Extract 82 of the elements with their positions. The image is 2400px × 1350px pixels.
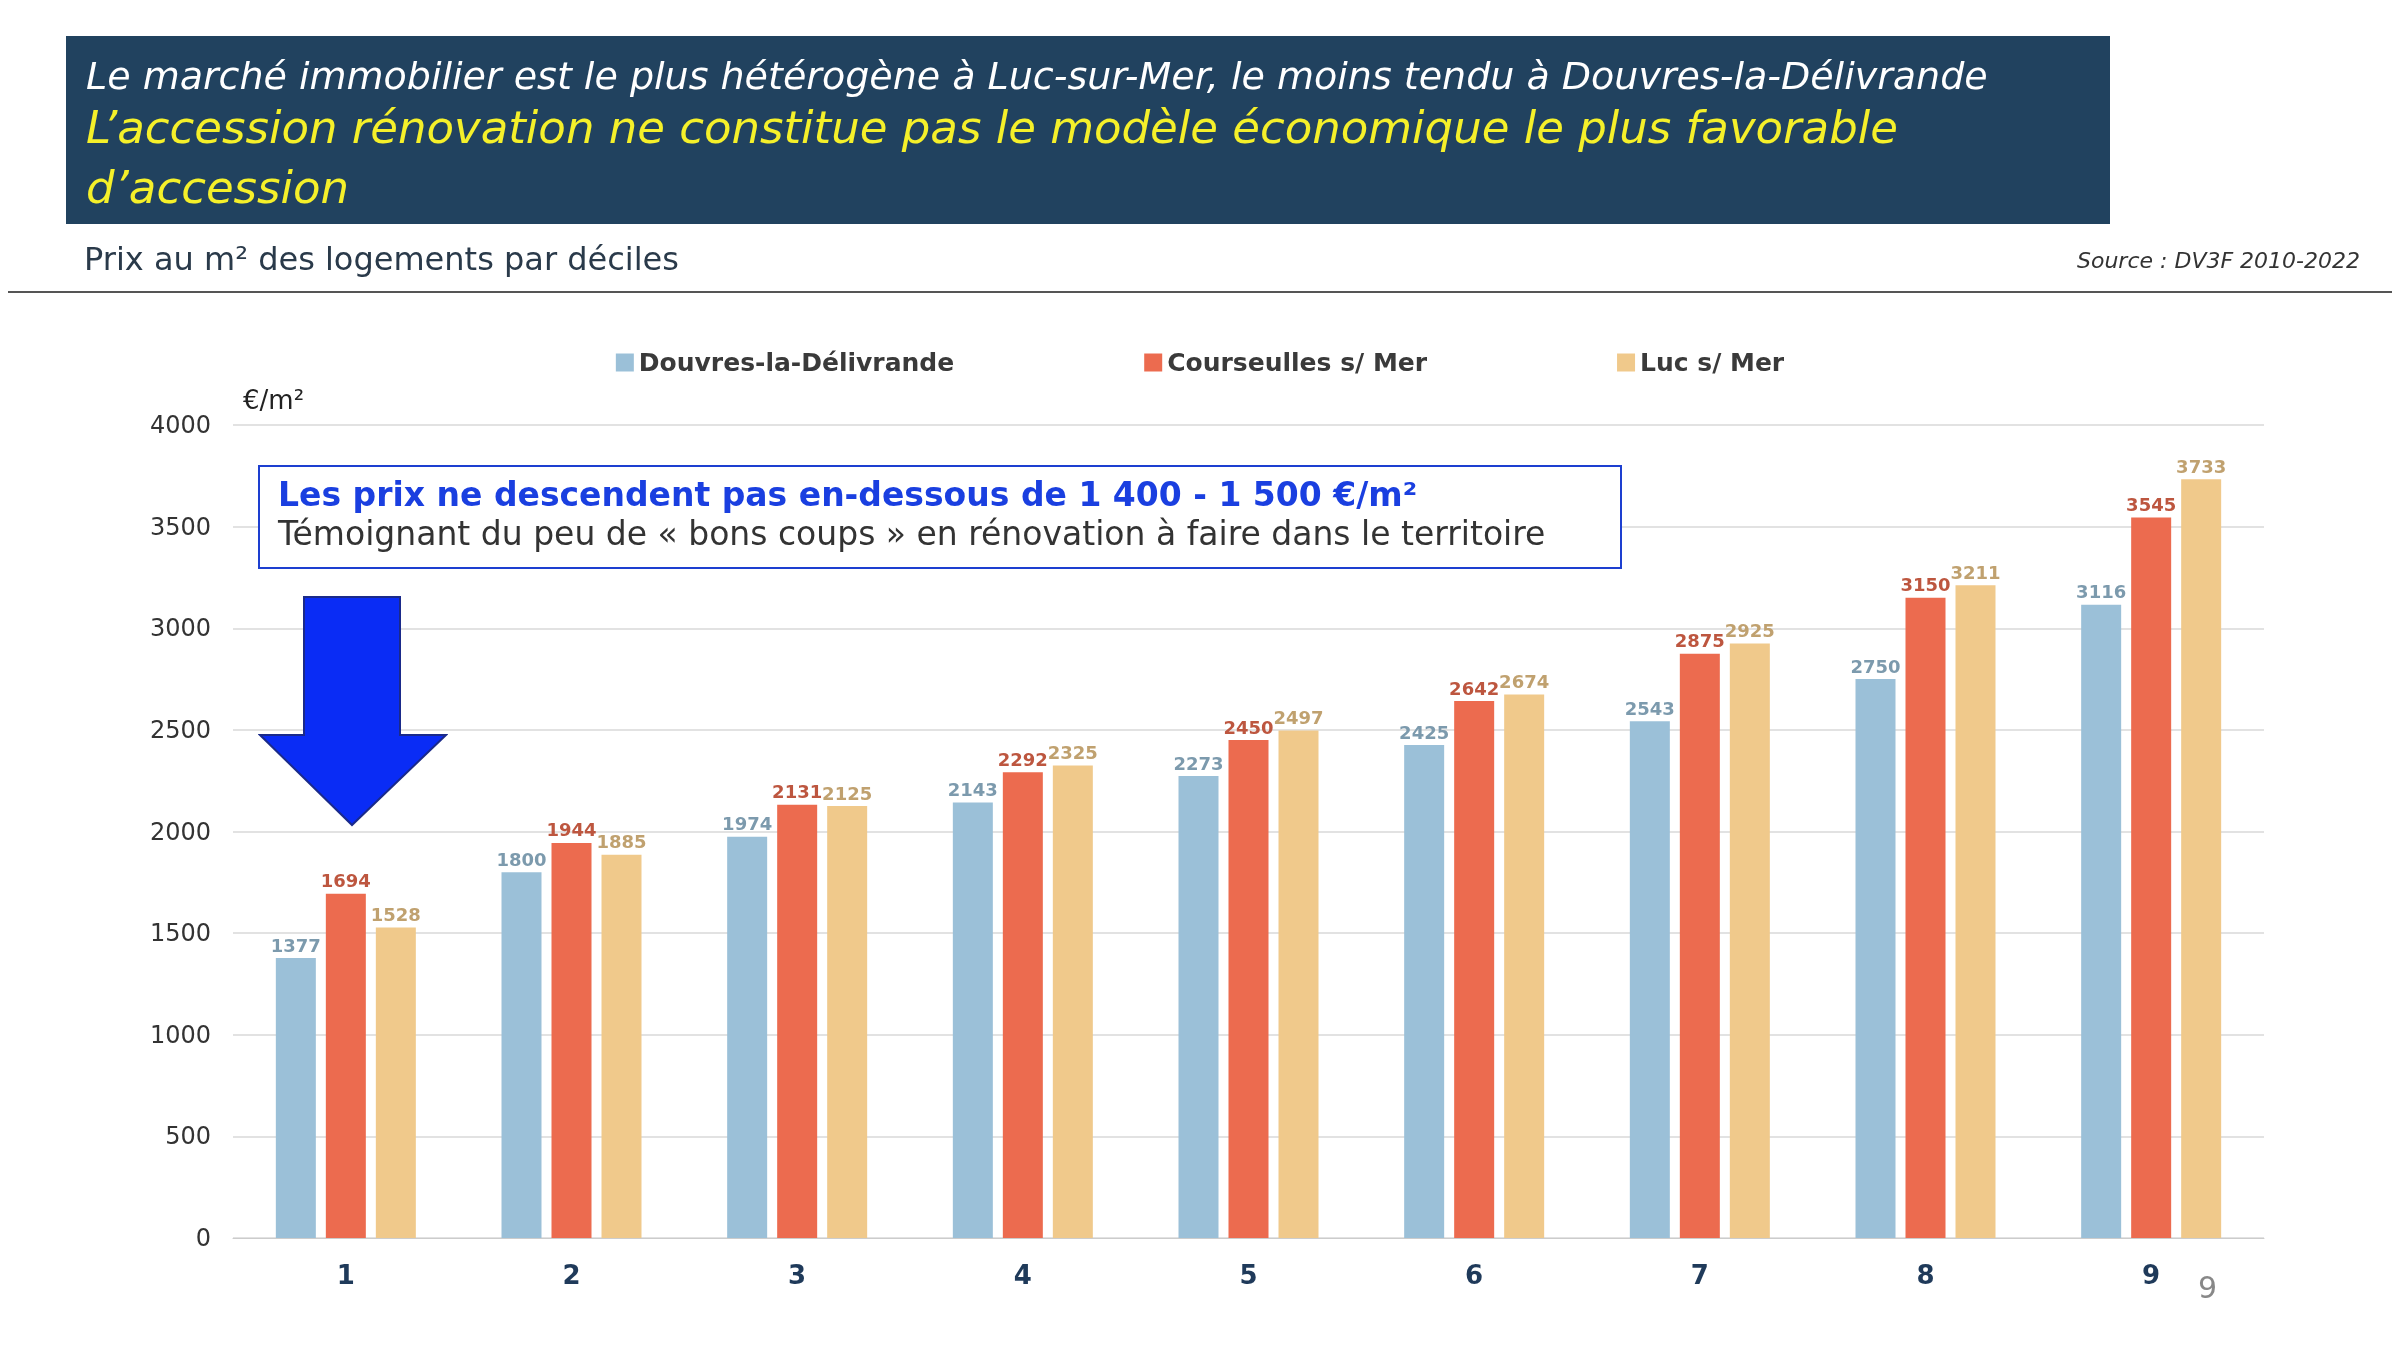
chart-subtitle: L’accession rénovation ne constitue pas le modèle économique le plus favorable d’accession: [86, 100, 1899, 216]
source-note: Source : DV3F 2010-2022: [2077, 248, 2360, 273]
y-tick-label: 0: [195, 1224, 211, 1252]
bar: [1905, 597, 1946, 1238]
bar: [501, 872, 542, 1238]
data-label: 1377: [270, 934, 321, 956]
bar: [1504, 694, 1545, 1238]
bar: [551, 842, 592, 1238]
bar: [1679, 653, 1720, 1238]
bar: [1278, 730, 1319, 1238]
data-label: 2292: [997, 748, 1048, 770]
data-label: 1694: [320, 870, 371, 892]
x-tick-label: 8: [1916, 1260, 1935, 1290]
y-tick-label: 3500: [149, 512, 211, 541]
bar: [2081, 604, 2122, 1238]
x-tick-label: 9: [2142, 1260, 2161, 1290]
data-label: 3211: [1950, 561, 2001, 583]
bar: [325, 893, 366, 1238]
text: Prix au m² des logements par déciles: [84, 240, 679, 278]
data-label: 2875: [1674, 630, 1725, 652]
chart-title: Le marché immobilier est le plus hétérogène à Luc-sur-Mer, le moins tendu à Douvres-la-Délivrande: [86, 54, 1989, 98]
x-tick-label: 5: [1239, 1260, 1258, 1290]
x-tick-label: 7: [1690, 1260, 1709, 1290]
data-label: 1974: [722, 813, 773, 835]
x-tick-label: 2: [562, 1260, 581, 1290]
data-label: 2325: [1047, 741, 1098, 763]
bar: [1729, 643, 1770, 1238]
bar: [1454, 701, 1495, 1238]
data-label: 2131: [772, 781, 823, 803]
y-tick-label: 1500: [149, 919, 211, 948]
bar: [275, 958, 316, 1238]
data-label: 1528: [370, 903, 421, 925]
bar: [1002, 772, 1043, 1238]
y-tick-label: 1000: [149, 1020, 211, 1049]
data-label: 2273: [1173, 752, 1224, 774]
annotation: Les prix ne descendent pas en-dessous de 1 400 - 1 500 €/m²: [278, 475, 1419, 514]
data-label: 2750: [1850, 655, 1901, 677]
data-label: 3733: [2176, 455, 2227, 477]
data-label: 2642: [1449, 677, 1500, 699]
data-label: 2674: [1499, 671, 1550, 693]
bar: [1629, 721, 1670, 1238]
x-tick-label: 4: [1013, 1260, 1032, 1290]
bar: [952, 802, 993, 1238]
bar: [2181, 479, 2222, 1238]
y-tick-label: 500: [165, 1122, 211, 1151]
data-label: 2125: [822, 782, 873, 804]
bar: [1228, 740, 1269, 1238]
data-label: 2143: [947, 778, 998, 800]
data-label: 2543: [1624, 697, 1675, 719]
bar: [375, 927, 416, 1238]
data-label: 2425: [1399, 721, 1450, 743]
legend-label: Luc s/ Mer: [1640, 348, 1785, 377]
bar: [1052, 765, 1093, 1238]
data-label: 3150: [1900, 574, 1951, 596]
bar: [1404, 745, 1445, 1238]
bar: [1855, 679, 1896, 1238]
x-tick-label: 6: [1465, 1260, 1484, 1290]
y-axis-title: €/m²: [243, 385, 305, 415]
bar: [727, 836, 768, 1238]
legend-label: Courseulles s/ Mer: [1167, 348, 1428, 377]
bar: [827, 806, 868, 1238]
y-tick-label: 2500: [149, 715, 211, 744]
bar: [1178, 776, 1219, 1238]
y-tick-label: 3000: [149, 614, 211, 643]
x-tick-label: 3: [788, 1260, 807, 1290]
bar: [777, 804, 818, 1238]
data-label: 1944: [546, 819, 597, 841]
y-tick-label: 4000: [149, 411, 211, 439]
data-label: 2925: [1724, 619, 1775, 641]
bar: [601, 854, 642, 1238]
x-tick-label: 1: [336, 1260, 355, 1290]
data-label: 3545: [2126, 493, 2177, 515]
annotation: Témoignant du peu de « bons coups » en rénovation à faire dans le territoire: [278, 514, 1547, 553]
bar: [2131, 517, 2172, 1238]
data-label: 2450: [1223, 716, 1274, 738]
legend-label: Douvres-la-Délivrande: [638, 348, 955, 377]
data-label: 1800: [496, 848, 547, 870]
bar: [1955, 585, 1996, 1238]
data-label: 3116: [2076, 581, 2127, 603]
y-tick-label: 2000: [149, 817, 211, 846]
data-label: 1885: [596, 831, 647, 853]
data-label: 2497: [1273, 706, 1324, 728]
